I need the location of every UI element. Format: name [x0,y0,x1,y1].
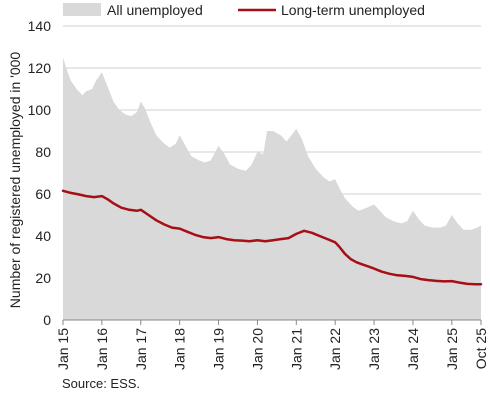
legend: All unemployed Long-term unemployed [63,2,425,18]
x-tick-label: Jan 16 [94,328,110,370]
legend-label-long-term-unemployed: Long-term unemployed [281,2,425,18]
y-tick-label: 40 [35,228,51,244]
x-axis-ticks: Jan 15 Jan 16 Jan 17 Jan 18 Jan 19 Jan 20 Jan … [55,320,489,370]
x-tick-label: Jan 20 [249,328,265,370]
x-tick-label: Oct 25 [473,328,489,369]
long-term-unemployed-line [61,189,483,286]
legend-label-all-unemployed: All unemployed [107,2,203,18]
x-tick-label: Jan 15 [55,328,71,370]
x-tick-label: Jan 21 [288,328,304,370]
y-tick-label: 60 [35,186,51,202]
x-tick-label: Jan 22 [327,328,343,370]
y-tick-label: 140 [28,18,52,34]
x-tick-label: Jan 18 [172,328,188,370]
x-tick-label: Jan 25 [444,328,460,370]
x-tick-label: Jan 24 [405,328,421,370]
y-tick-label: 100 [28,102,52,118]
all-unemployed-area [63,57,481,320]
y-tick-label: 20 [35,270,51,286]
y-tick-label: 120 [28,60,52,76]
y-axis-title: Number of registered unemployed in '000 [7,52,23,309]
x-tick-label: Jan 17 [133,328,149,370]
source-note: Source: ESS. [62,376,141,391]
x-tick-label: Jan 23 [366,328,382,370]
x-tick-label: Jan 19 [211,328,227,370]
y-tick-label: 0 [43,312,51,328]
legend-swatch-all-unemployed [63,3,101,16]
y-tick-label: 80 [35,144,51,160]
y-axis-ticks: 0 20 40 60 80 100 120 140 [28,18,52,328]
